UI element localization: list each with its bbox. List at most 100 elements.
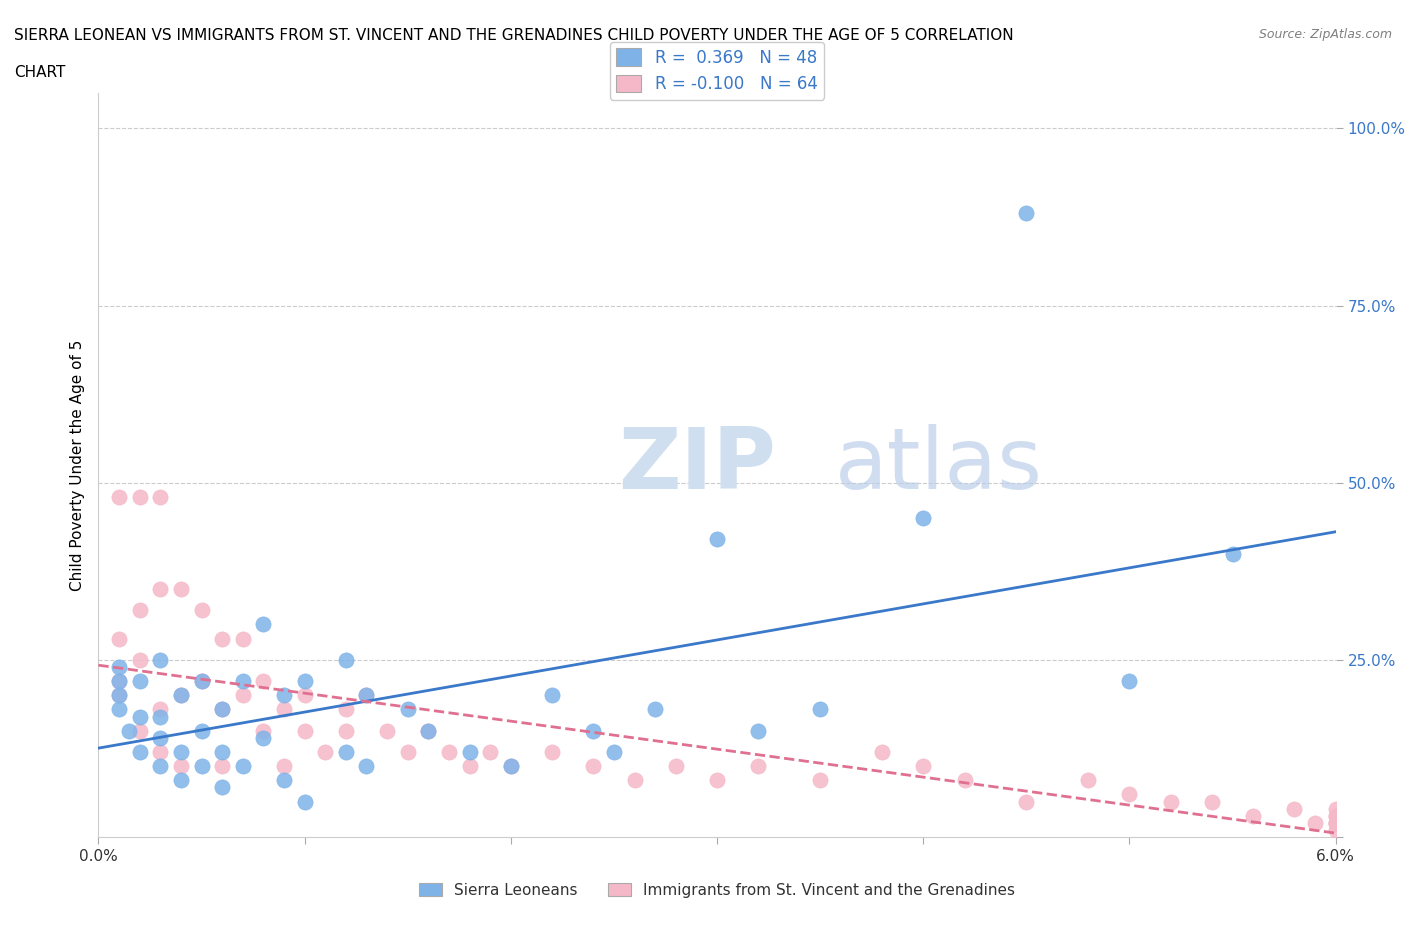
Point xyxy=(211,702,233,717)
Point xyxy=(128,489,150,504)
Point xyxy=(644,702,666,717)
Point xyxy=(108,489,131,504)
Point xyxy=(335,724,357,738)
Point xyxy=(273,688,295,703)
Point xyxy=(582,759,605,774)
Point xyxy=(128,745,150,760)
Point xyxy=(170,745,193,760)
Point xyxy=(706,773,728,788)
Point xyxy=(396,702,419,717)
Point xyxy=(1222,546,1244,561)
Point xyxy=(149,489,172,504)
Text: SIERRA LEONEAN VS IMMIGRANTS FROM ST. VINCENT AND THE GRENADINES CHILD POVERTY U: SIERRA LEONEAN VS IMMIGRANTS FROM ST. VI… xyxy=(14,28,1014,43)
Point xyxy=(190,673,212,688)
Point xyxy=(190,759,212,774)
Point xyxy=(211,702,233,717)
Point xyxy=(541,688,564,703)
Point xyxy=(1118,787,1140,802)
Point xyxy=(294,688,316,703)
Point xyxy=(211,759,233,774)
Point xyxy=(375,724,398,738)
Point xyxy=(170,581,193,596)
Point xyxy=(499,759,522,774)
Point xyxy=(1160,794,1182,809)
Text: ZIP: ZIP xyxy=(619,423,776,507)
Point xyxy=(128,709,150,724)
Point xyxy=(335,653,357,668)
Point xyxy=(232,673,254,688)
Point xyxy=(1324,816,1347,830)
Text: Source: ZipAtlas.com: Source: ZipAtlas.com xyxy=(1258,28,1392,41)
Point xyxy=(335,745,357,760)
Text: CHART: CHART xyxy=(14,65,66,80)
Point xyxy=(665,759,688,774)
Point xyxy=(1324,808,1347,823)
Point xyxy=(1015,794,1038,809)
Point xyxy=(252,724,274,738)
Point xyxy=(108,673,131,688)
Point xyxy=(335,702,357,717)
Point xyxy=(1324,816,1347,830)
Point xyxy=(356,688,378,703)
Point xyxy=(479,745,502,760)
Point xyxy=(1241,808,1264,823)
Point xyxy=(128,673,150,688)
Point xyxy=(170,688,193,703)
Point xyxy=(211,780,233,795)
Point xyxy=(273,702,295,717)
Point xyxy=(252,617,274,631)
Point xyxy=(190,724,212,738)
Point xyxy=(149,745,172,760)
Point xyxy=(1324,816,1347,830)
Point xyxy=(170,759,193,774)
Point xyxy=(190,673,212,688)
Point xyxy=(582,724,605,738)
Point xyxy=(294,724,316,738)
Point xyxy=(706,532,728,547)
Point xyxy=(1077,773,1099,788)
Point xyxy=(108,688,131,703)
Point xyxy=(252,730,274,745)
Point xyxy=(252,673,274,688)
Point xyxy=(437,745,460,760)
Point xyxy=(149,709,172,724)
Point xyxy=(912,511,935,525)
Point xyxy=(128,603,150,618)
Point xyxy=(356,759,378,774)
Point xyxy=(108,702,131,717)
Point xyxy=(149,759,172,774)
Point xyxy=(870,745,893,760)
Point xyxy=(396,745,419,760)
Point xyxy=(1303,816,1326,830)
Point xyxy=(1324,808,1347,823)
Text: atlas: atlas xyxy=(835,423,1043,507)
Point xyxy=(108,688,131,703)
Point xyxy=(1015,206,1038,221)
Point xyxy=(747,724,769,738)
Point xyxy=(108,673,131,688)
Point xyxy=(232,688,254,703)
Point xyxy=(1324,802,1347,817)
Point xyxy=(149,702,172,717)
Point xyxy=(458,745,481,760)
Point xyxy=(541,745,564,760)
Point xyxy=(190,603,212,618)
Point xyxy=(912,759,935,774)
Point xyxy=(418,724,440,738)
Point xyxy=(170,773,193,788)
Point xyxy=(211,745,233,760)
Point xyxy=(149,730,172,745)
Point xyxy=(1201,794,1223,809)
Point xyxy=(108,631,131,646)
Point xyxy=(149,581,172,596)
Point xyxy=(356,688,378,703)
Point xyxy=(294,794,316,809)
Point xyxy=(294,673,316,688)
Point xyxy=(128,653,150,668)
Point xyxy=(808,773,831,788)
Point xyxy=(273,773,295,788)
Point xyxy=(953,773,976,788)
Point xyxy=(603,745,626,760)
Legend: Sierra Leoneans, Immigrants from St. Vincent and the Grenadines: Sierra Leoneans, Immigrants from St. Vin… xyxy=(413,876,1021,904)
Point xyxy=(211,631,233,646)
